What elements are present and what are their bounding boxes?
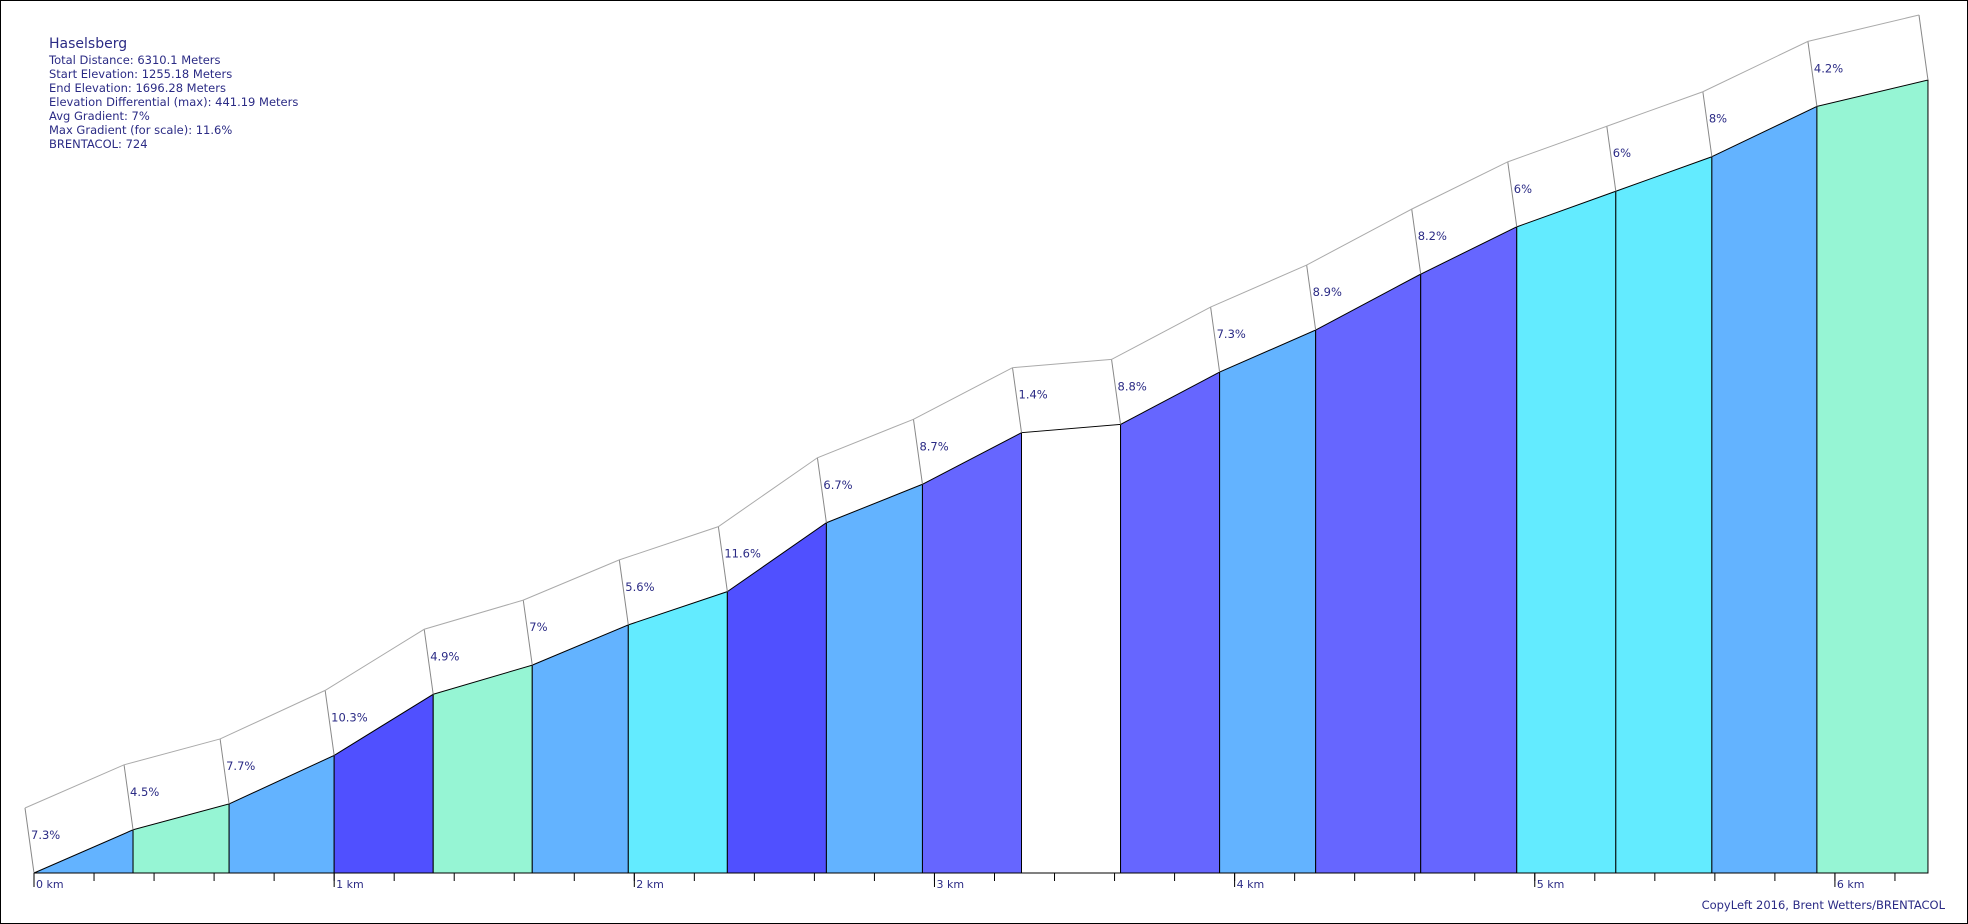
gradient-label: 7.7% xyxy=(226,759,255,773)
segment-area xyxy=(228,754,335,874)
gradient-label: 8.2% xyxy=(1418,229,1447,243)
gradient-label: 8% xyxy=(1709,112,1727,126)
segment-area xyxy=(1615,156,1713,874)
segment-area xyxy=(1219,329,1317,874)
segment-area xyxy=(627,590,728,874)
band-connector xyxy=(123,764,134,830)
gradient-label: 4.9% xyxy=(430,649,459,663)
gradient-label: 4.5% xyxy=(130,785,159,799)
gradient-label: 8.9% xyxy=(1313,285,1342,299)
segment-area xyxy=(1021,423,1122,874)
gradient-label: 7.3% xyxy=(1217,327,1246,341)
segment-area xyxy=(1120,371,1221,874)
band-connector xyxy=(717,526,728,592)
info-block: Haselsberg Total Distance: 6310.1 Meters… xyxy=(49,36,298,151)
profile-band-line xyxy=(24,14,1920,809)
start-elevation: Start Elevation: 1255.18 Meters xyxy=(49,67,233,81)
gradient-label: 6% xyxy=(1613,146,1631,160)
copyleft-notice: CopyLeft 2016, Brent Wetters/BRENTACOL xyxy=(1701,898,1945,912)
x-tick-label: 5 km xyxy=(1537,878,1565,891)
band-connector xyxy=(1918,14,1929,81)
band-connector xyxy=(1210,307,1221,373)
segment-area xyxy=(132,803,230,874)
segment-area xyxy=(1420,226,1518,874)
band-connector xyxy=(1111,359,1122,425)
gradient-label: 7.3% xyxy=(31,828,60,842)
x-tick-label: 3 km xyxy=(936,878,964,891)
band-connector xyxy=(324,690,335,756)
brentacol-score: BRENTACOL: 724 xyxy=(49,137,148,151)
band-connector xyxy=(1012,367,1023,433)
x-tick-label: 0 km xyxy=(36,878,64,891)
band-connector xyxy=(1807,41,1818,107)
total-distance: Total Distance: 6310.1 Meters xyxy=(49,53,221,67)
band-connector xyxy=(522,600,533,666)
max-gradient: Max Gradient (for scale): 11.6% xyxy=(49,123,233,137)
segment-area xyxy=(726,521,827,874)
x-tick-label: 1 km xyxy=(336,878,364,891)
gradient-label: 10.3% xyxy=(331,710,368,724)
avg-gradient: Avg Gradient: 7% xyxy=(49,109,150,123)
elevation-differential: Elevation Differential (max): 441.19 Met… xyxy=(49,95,299,109)
segment-area xyxy=(1816,79,1929,874)
band-connector xyxy=(1411,209,1422,275)
x-tick-label: 4 km xyxy=(1237,878,1265,891)
x-tick-label: 2 km xyxy=(636,878,664,891)
segment-area xyxy=(1711,105,1818,874)
gradient-label: 6.7% xyxy=(823,478,852,492)
segment-area xyxy=(1315,273,1422,874)
band-connector xyxy=(1507,161,1518,227)
band-connector xyxy=(816,457,827,523)
end-elevation: End Elevation: 1696.28 Meters xyxy=(49,81,226,95)
segment-area xyxy=(921,431,1023,874)
x-tick-label: 6 km xyxy=(1837,878,1865,891)
gradient-label: 1.4% xyxy=(1019,388,1048,402)
band-connector xyxy=(423,629,434,695)
segment-area xyxy=(531,624,629,874)
band-connector xyxy=(1606,126,1617,192)
gradient-label: 11.6% xyxy=(724,547,761,561)
segment-area xyxy=(1516,190,1617,874)
band-connector xyxy=(1702,91,1713,157)
segment-area xyxy=(825,483,923,874)
gradient-label: 4.2% xyxy=(1814,61,1843,75)
segment-area xyxy=(432,664,533,874)
gradient-label: 8.7% xyxy=(919,439,948,453)
gradient-label: 8.8% xyxy=(1118,379,1147,393)
band-connector xyxy=(618,559,629,625)
band-connector xyxy=(912,419,923,485)
band-connector xyxy=(1306,264,1317,331)
gradient-label: 6% xyxy=(1514,182,1532,196)
band-connector xyxy=(219,738,230,804)
band-connector xyxy=(24,807,35,874)
climb-name: Haselsberg xyxy=(49,36,128,52)
gradient-label: 5.6% xyxy=(625,580,654,594)
gradient-label: 7% xyxy=(529,620,547,634)
